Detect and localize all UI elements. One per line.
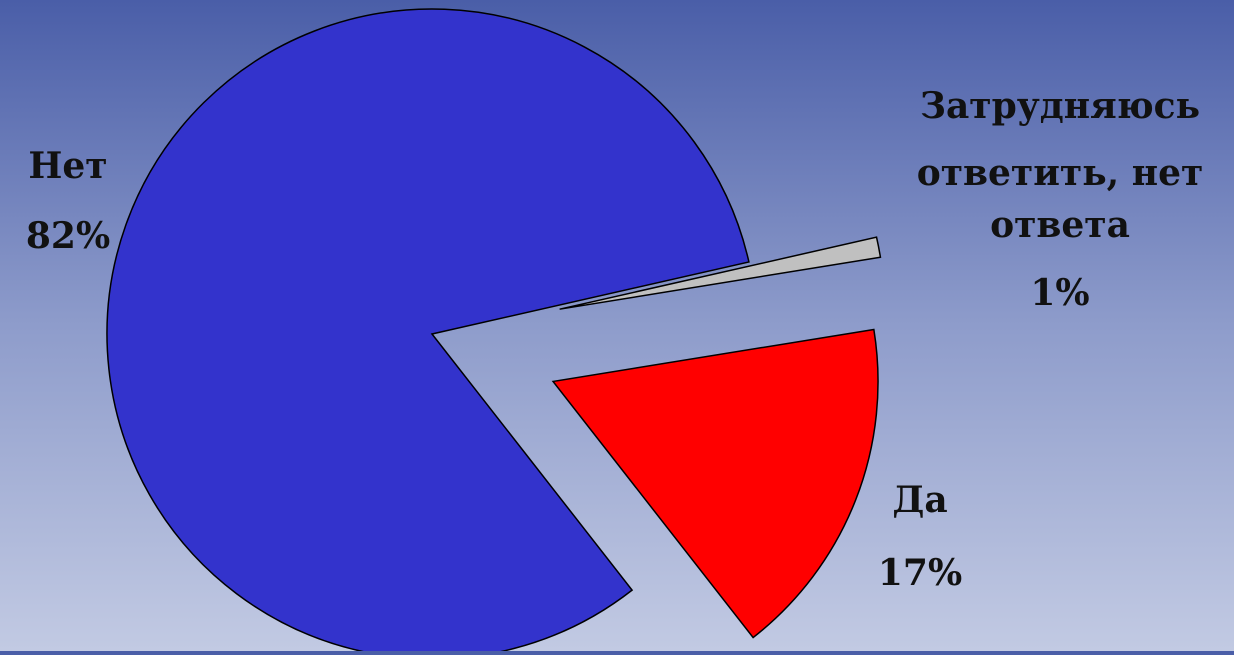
slice-label-no-text: Нет [28,145,107,187]
slice-unsure [559,236,882,310]
slice-label-unsure-line-3: ответа [990,204,1130,246]
slice-label-yes: Да 17% [878,479,962,594]
slice-label-yes-text: Да [892,479,947,521]
slice-label-unsure-percent: 1% [1030,272,1089,314]
slice-yes [551,328,879,639]
slice-no [106,8,750,655]
slice-label-no-percent: 82% [26,215,110,257]
slices-layer [106,8,882,655]
slice-label-unsure: Затрудняюсь ответить, нет ответа 1% [917,85,1204,314]
slice-label-unsure-line-1: Затрудняюсь [920,85,1200,127]
slice-label-unsure-line-2: ответить, нет [917,152,1204,194]
slice-label-no: Нет 82% [26,145,110,257]
slice-label-yes-percent: 17% [878,552,962,594]
